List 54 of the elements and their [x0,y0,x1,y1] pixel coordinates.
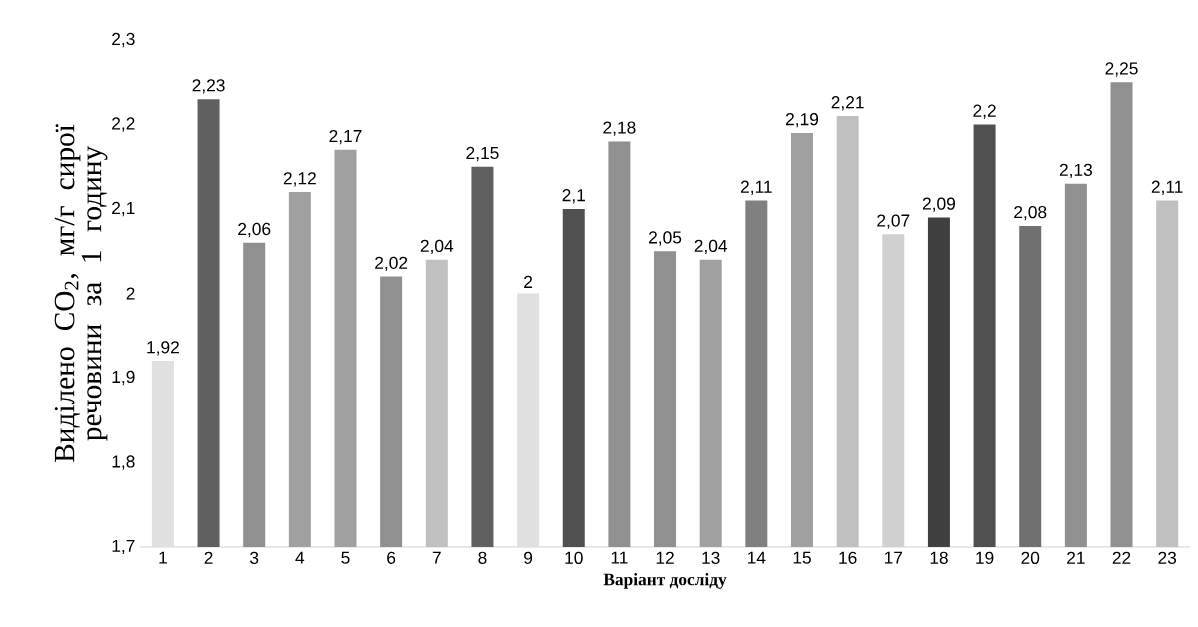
x-tick-label: 18 [930,551,948,564]
data-label: 2,02 [375,256,408,271]
data-label: 2,04 [420,239,454,255]
data-label: 2,2 [973,104,996,119]
data-label: 2,1 [562,189,585,204]
data-label: 2,05 [649,231,682,246]
x-tick-label: 6 [387,551,396,564]
data-label: 2,25 [1105,62,1138,77]
y-tick-label: 2,2 [112,117,135,132]
data-label: 2 [524,275,533,288]
data-label: 2,04 [694,239,728,255]
data-label: 2,23 [192,79,225,94]
x-tick-label: 7 [432,551,441,564]
x-tick-label: 5 [341,551,350,564]
data-label: 2,18 [603,121,636,136]
y-tick-label: 2,1 [112,201,135,217]
x-tick-label: 2 [204,551,213,564]
data-label: 2,11 [740,180,772,195]
x-tick-label: 16 [839,551,857,564]
data-label: 2,11 [1151,180,1183,195]
data-label: 2,15 [466,146,499,162]
x-tick-label: 9 [524,551,533,564]
y-tick-label: 2,3 [112,32,135,48]
data-label: 2,09 [922,197,955,212]
x-axis-title: Варіант досліду [603,573,727,589]
data-label: 2,17 [329,129,362,145]
x-tick-label: 20 [1021,551,1040,564]
data-label: 2,07 [877,214,910,229]
y-tick-label: 1,8 [112,455,135,470]
data-label: 1,92 [147,341,179,356]
data-label: 2,21 [831,96,864,111]
x-tick-label: 23 [1158,551,1177,564]
x-tick-label: 8 [478,551,487,564]
x-tick-label: 15 [793,551,811,564]
data-label: 2,06 [238,222,271,238]
x-tick-label: 11 [611,551,628,564]
data-label: 2,08 [1014,205,1047,221]
x-tick-label: 13 [702,551,720,564]
x-tick-label: 10 [565,551,583,564]
x-tick-label: 14 [748,551,766,564]
data-label: 2,19 [785,113,819,128]
x-tick-label: 1 [159,551,167,564]
y-tick-label: 2 [126,287,135,300]
x-tick-label: 19 [976,551,994,564]
data-label: 2,12 [283,172,316,187]
x-tick-label: 22 [1112,551,1131,564]
y-tick-label: 1,9 [112,370,135,386]
x-tick-label: 21 [1067,551,1085,564]
x-tick-label: 4 [295,551,305,564]
y-tick-label: 1,7 [112,539,135,555]
x-tick-label: 17 [884,551,903,564]
data-label: 2,13 [1059,163,1092,179]
x-tick-label: 12 [656,551,674,564]
x-tick-label: 3 [250,551,259,564]
